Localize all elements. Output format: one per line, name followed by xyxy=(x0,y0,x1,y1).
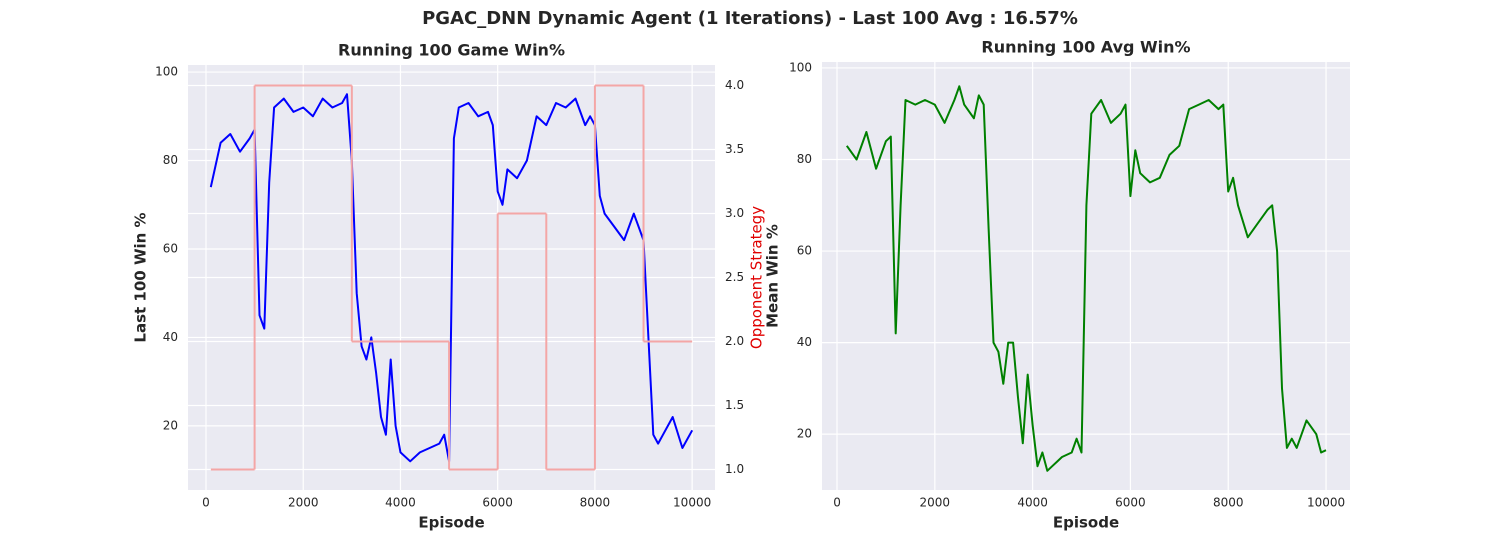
x-tick-label: 4000 xyxy=(385,496,416,510)
y2-tick-label: 2.0 xyxy=(725,334,744,348)
y-tick-label: 20 xyxy=(797,427,812,441)
x-axis-label: Episode xyxy=(1053,514,1119,532)
x-axis-label: Episode xyxy=(418,514,484,532)
x-tick-label: 10000 xyxy=(673,496,711,510)
y-tick-label: 60 xyxy=(797,244,812,258)
series-line xyxy=(209,93,694,463)
x-tick-label: 6000 xyxy=(1115,496,1146,510)
y-axis-label: Last 100 Win % xyxy=(132,212,150,342)
y-tick-label: 100 xyxy=(155,65,178,79)
y-tick-label: 80 xyxy=(163,153,178,167)
x-tick-label: 2000 xyxy=(288,496,319,510)
y2-tick-label: 4.0 xyxy=(725,78,744,92)
x-tick-label: 8000 xyxy=(580,496,611,510)
x-tick-label: 0 xyxy=(202,496,210,510)
x-tick-label: 6000 xyxy=(482,496,513,510)
chart-title: Running 100 Avg Win% xyxy=(981,38,1190,57)
y2-tick-label: 1.5 xyxy=(725,398,744,412)
x-tick-label: 8000 xyxy=(1213,496,1244,510)
y-tick-label: 100 xyxy=(789,60,812,74)
y2-tick-label: 3.0 xyxy=(725,206,744,220)
figure-title: PGAC_DNN Dynamic Agent (1 Iterations) - … xyxy=(422,8,1078,29)
chart-title: Running 100 Game Win% xyxy=(338,41,565,60)
y2-axis-label: Opponent Strategy xyxy=(748,206,766,349)
y-axis-label: Mean Win % xyxy=(764,224,782,328)
y-tick-label: 80 xyxy=(797,152,812,166)
y2-tick-label: 2.5 xyxy=(725,270,744,284)
x-tick-label: 2000 xyxy=(920,496,951,510)
plot-area xyxy=(822,62,1350,490)
series-line xyxy=(845,85,1327,472)
y2-tick-label: 1.0 xyxy=(725,462,744,476)
y-tick-label: 60 xyxy=(163,241,178,255)
y-tick-label: 40 xyxy=(797,335,812,349)
y-tick-label: 40 xyxy=(163,330,178,344)
y-tick-label: 20 xyxy=(163,418,178,432)
x-tick-label: 0 xyxy=(833,496,841,510)
y2-tick-label: 3.5 xyxy=(725,142,744,156)
x-tick-label: 10000 xyxy=(1307,496,1345,510)
x-tick-label: 4000 xyxy=(1017,496,1048,510)
